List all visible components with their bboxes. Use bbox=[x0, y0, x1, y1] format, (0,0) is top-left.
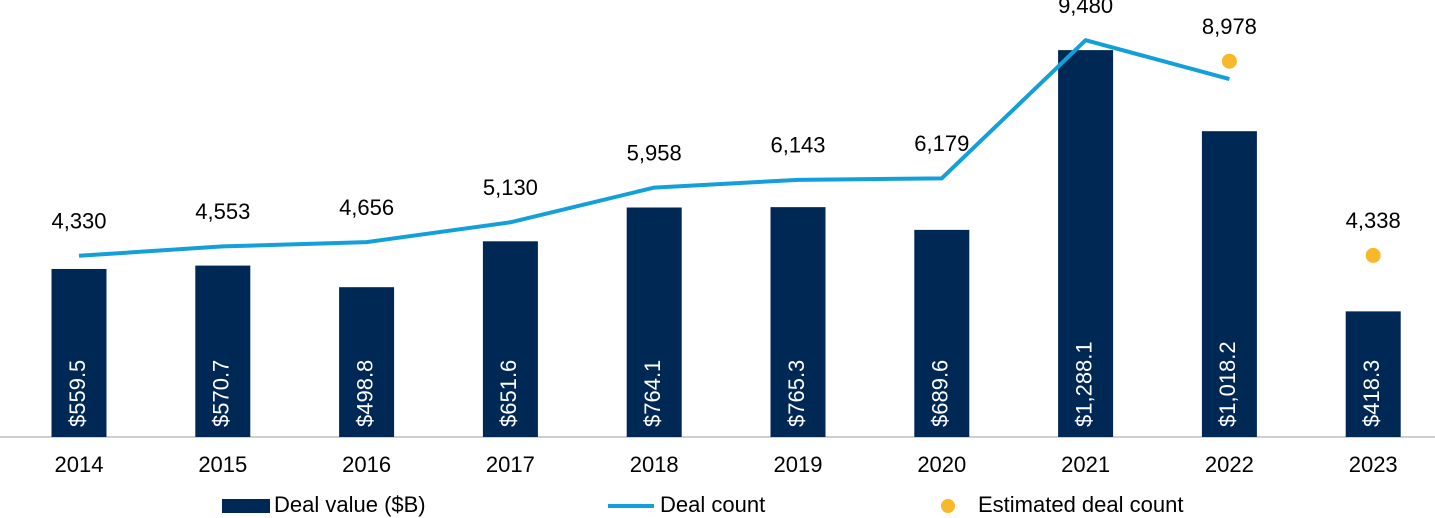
bar bbox=[626, 207, 682, 437]
legend-label: Deal count bbox=[660, 492, 765, 517]
line-value-label: 6,179 bbox=[914, 131, 969, 156]
x-tick-label: 2015 bbox=[198, 452, 247, 477]
bar bbox=[1345, 311, 1401, 437]
dot-value-label: 8,978 bbox=[1202, 14, 1257, 39]
bar bbox=[914, 229, 970, 437]
bar-value-label: $498.8 bbox=[352, 360, 377, 427]
bar-value-label: $1,018.2 bbox=[1215, 341, 1240, 427]
x-tick-label: 2021 bbox=[1061, 452, 1110, 477]
x-tick-label: 2014 bbox=[55, 452, 104, 477]
line-value-label: 5,130 bbox=[483, 175, 538, 200]
x-tick-label: 2016 bbox=[342, 452, 391, 477]
x-tick-label: 2019 bbox=[774, 452, 823, 477]
dot-value-label: 4,338 bbox=[1346, 208, 1401, 233]
legend-swatch bbox=[941, 499, 955, 513]
bar bbox=[482, 241, 538, 437]
bar-value-label: $689.6 bbox=[928, 360, 953, 427]
x-tick-label: 2017 bbox=[486, 452, 535, 477]
bar-value-label: $570.7 bbox=[209, 360, 234, 427]
legend-label: Deal value ($B) bbox=[274, 492, 426, 517]
bar-value-label: $418.3 bbox=[1359, 360, 1384, 427]
line-value-label: 4,553 bbox=[195, 199, 250, 224]
bar-value-label: $651.6 bbox=[496, 360, 521, 427]
bar-value-label: $764.1 bbox=[640, 360, 665, 427]
line-value-label: 4,330 bbox=[51, 209, 106, 234]
line-value-label: 5,958 bbox=[627, 140, 682, 165]
line-value-label: 6,143 bbox=[770, 133, 825, 158]
bar-value-label: $559.5 bbox=[65, 360, 90, 427]
x-tick-label: 2023 bbox=[1349, 452, 1398, 477]
bar-value-label: $1,288.1 bbox=[1071, 341, 1096, 427]
estimate-dot bbox=[1221, 53, 1237, 69]
x-tick-label: 2018 bbox=[630, 452, 679, 477]
bar-value-label: $765.3 bbox=[784, 360, 809, 427]
bar bbox=[51, 268, 107, 437]
bar bbox=[195, 265, 251, 437]
bar bbox=[770, 207, 826, 437]
legend-label: Estimated deal count bbox=[978, 492, 1183, 517]
bar bbox=[339, 287, 395, 437]
bar bbox=[1058, 50, 1114, 438]
estimate-dot bbox=[1365, 247, 1381, 263]
legend-swatch bbox=[222, 499, 270, 513]
line-value-label: 4,656 bbox=[339, 195, 394, 220]
line bbox=[78, 38, 1230, 258]
x-tick-label: 2020 bbox=[917, 452, 966, 477]
line-value-label: 9,480 bbox=[1058, 0, 1113, 18]
bar bbox=[1201, 131, 1257, 437]
x-tick-label: 2022 bbox=[1205, 452, 1254, 477]
